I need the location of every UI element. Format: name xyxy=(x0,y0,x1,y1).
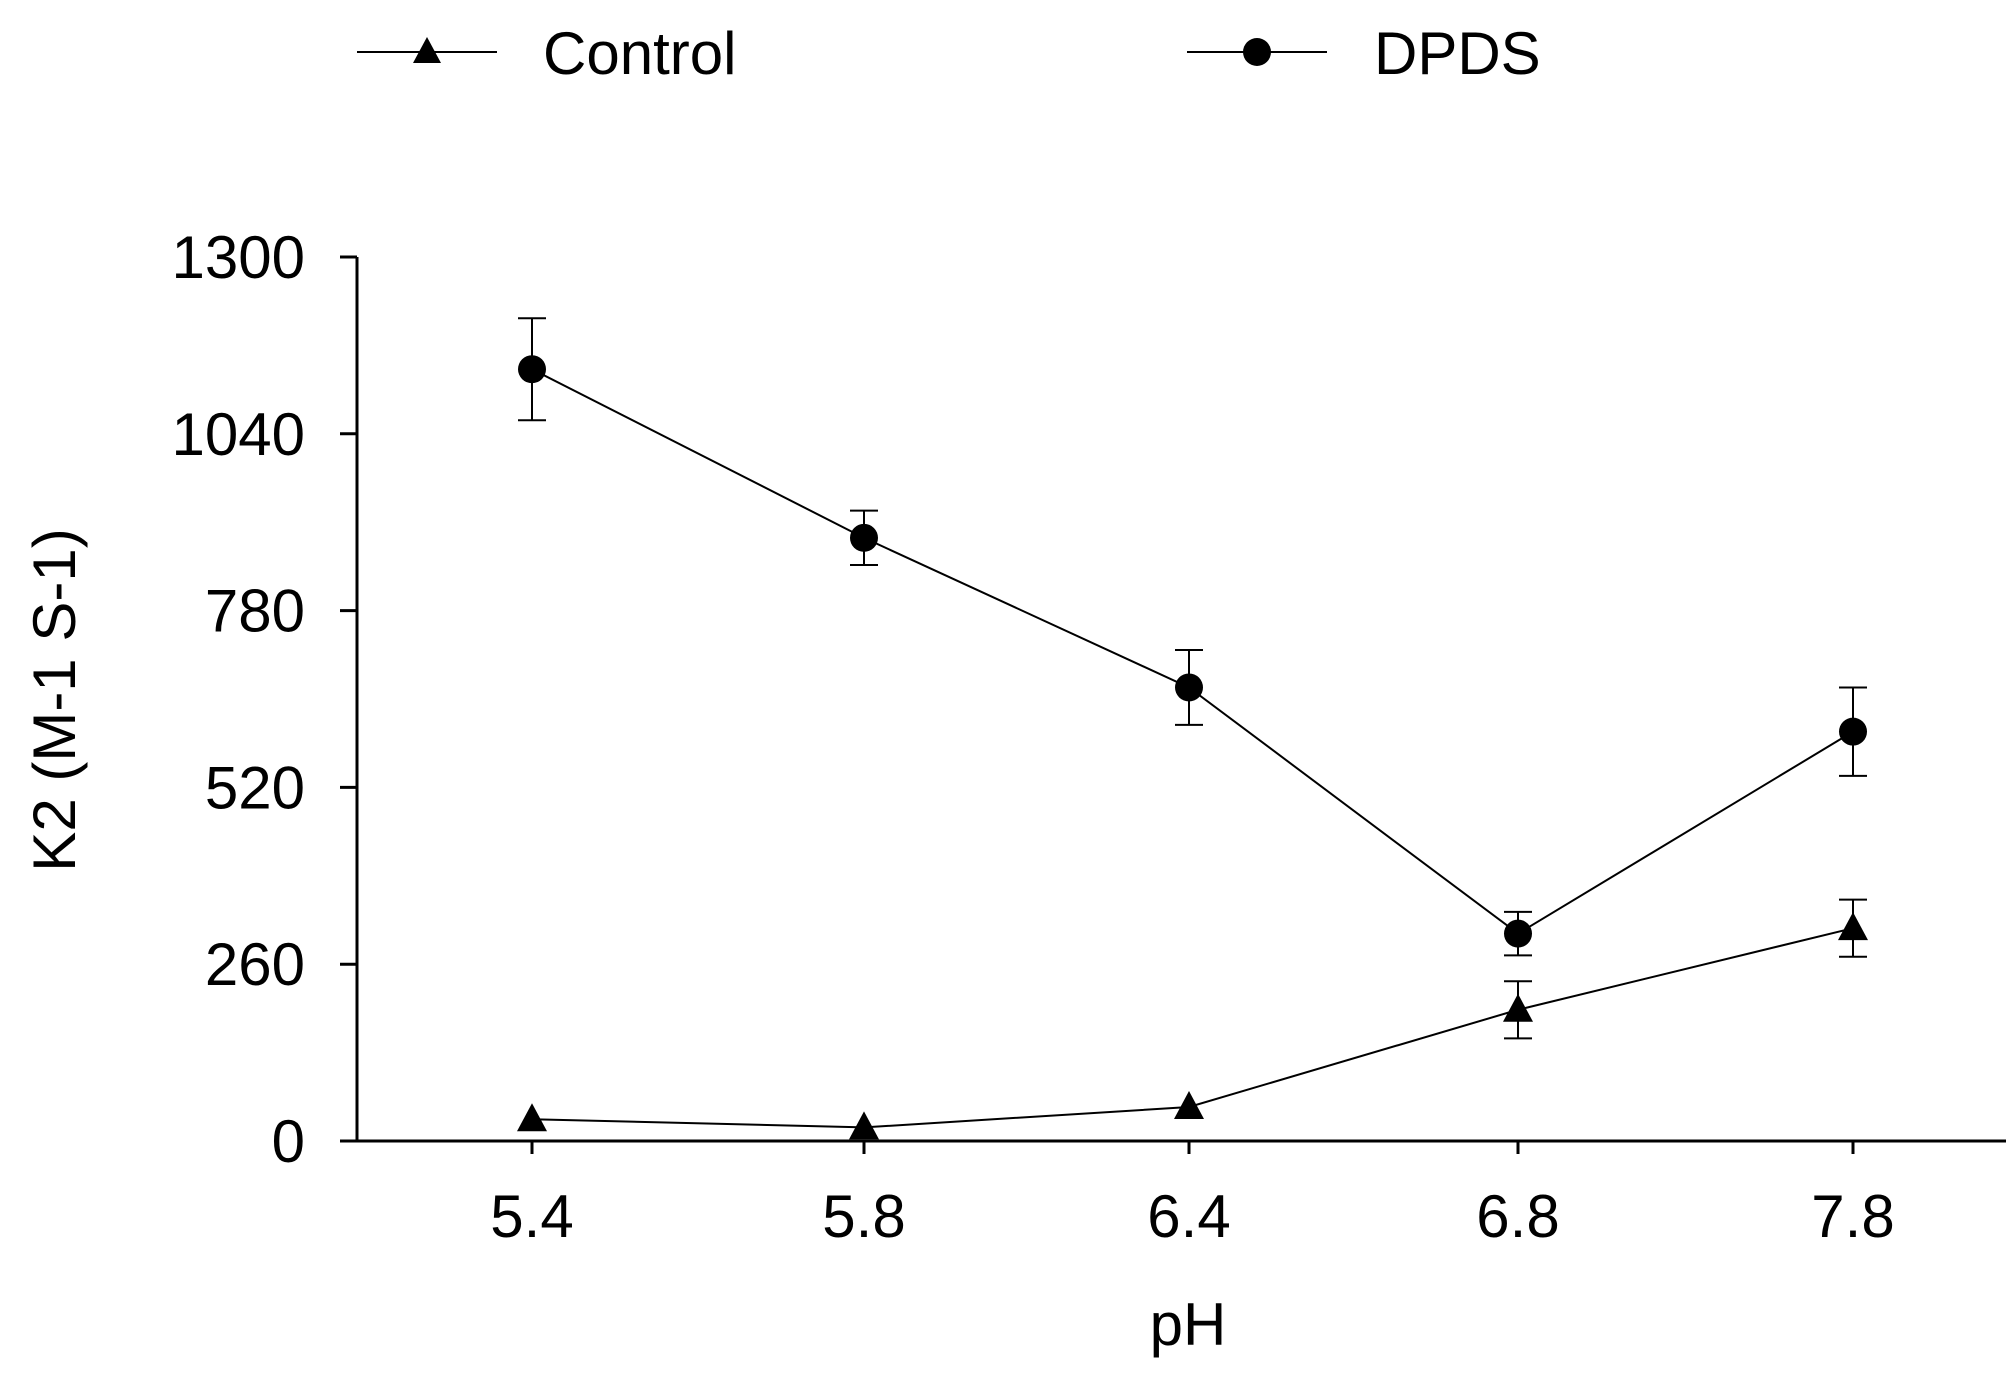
x-tick-label-1: 5.8 xyxy=(822,1183,905,1250)
dpds-point-3 xyxy=(1504,919,1532,948)
legend-item-control: Control xyxy=(357,20,736,87)
control-point-0 xyxy=(517,1103,547,1132)
legend-dpds-label: DPDS xyxy=(1374,20,1541,87)
dpds-point-0 xyxy=(518,355,546,384)
y-tick-label-5: 1300 xyxy=(172,224,305,291)
y-tick-label-1: 260 xyxy=(205,931,305,998)
legend-item-dpds: DPDS xyxy=(1187,20,1541,87)
dpds-point-1 xyxy=(850,523,878,552)
legend-control-triangle-marker xyxy=(413,37,441,63)
dpds-point-2 xyxy=(1175,673,1203,702)
y-tick-label-4: 1040 xyxy=(172,401,305,468)
y-axis-title: K2 (M-1 S-1) xyxy=(21,528,88,871)
y-tick-label-3: 780 xyxy=(205,578,305,645)
x-axis-title: pH xyxy=(1150,1291,1227,1358)
x-tick-label-0: 5.4 xyxy=(490,1183,573,1250)
x-tick-label-3: 6.8 xyxy=(1476,1183,1559,1250)
y-tick-label-2: 520 xyxy=(205,754,305,821)
control-point-3 xyxy=(1503,993,1533,1022)
control-point-2 xyxy=(1174,1091,1204,1119)
y-tick-label-0: 0 xyxy=(272,1108,305,1175)
control-point-1 xyxy=(849,1111,879,1140)
legend-dpds-circle-marker xyxy=(1243,38,1271,66)
series-control xyxy=(517,898,1868,1140)
legend-control-label: Control xyxy=(543,20,736,87)
legend: Control DPDS xyxy=(357,20,1541,87)
x-axis-ticks: 5.4 5.8 6.4 6.8 7.8 xyxy=(490,1141,1895,1250)
x-tick-label-4: 7.8 xyxy=(1811,1183,1894,1250)
control-series-line xyxy=(531,927,1854,1129)
series-dpds xyxy=(518,317,1867,957)
control-point-4 xyxy=(1838,912,1868,941)
dpds-point-4 xyxy=(1839,717,1867,746)
series-layer xyxy=(517,317,1868,1140)
x-tick-label-2: 6.4 xyxy=(1147,1183,1230,1250)
dpds-series-line xyxy=(531,368,1854,935)
y-axis-ticks: 0 260 520 780 1040 1300 xyxy=(172,224,357,1175)
